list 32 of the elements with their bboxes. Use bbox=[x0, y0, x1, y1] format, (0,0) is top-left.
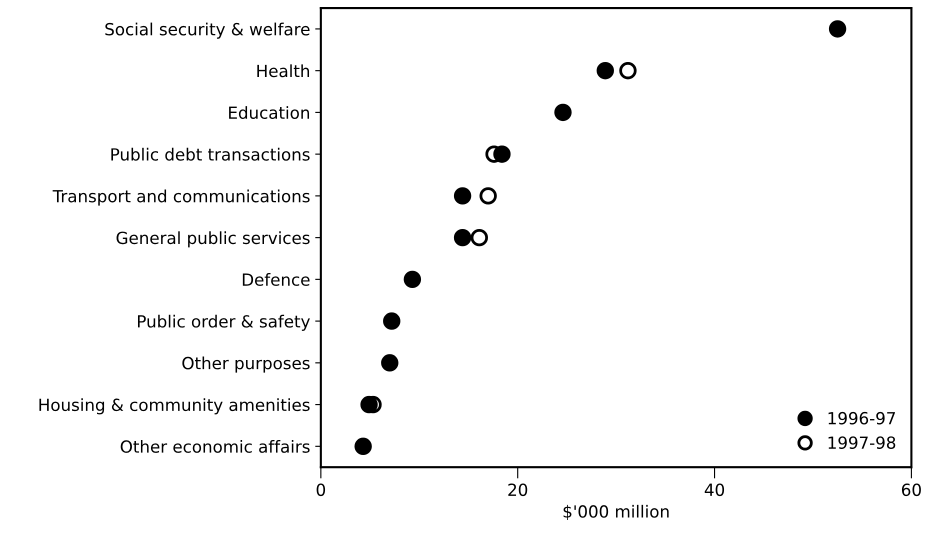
point bbox=[381, 354, 398, 372]
y-tick-label: Defence bbox=[242, 273, 310, 286]
y-tick-label: Health bbox=[257, 64, 310, 78]
point bbox=[454, 228, 472, 246]
x-tick-label: 60 bbox=[902, 483, 921, 496]
y-tick-label: Housing & community amenities bbox=[39, 398, 310, 414]
y-tick-label: Transport and communications bbox=[52, 190, 310, 206]
point bbox=[404, 270, 422, 288]
y-tick-label: Education bbox=[229, 106, 310, 119]
point bbox=[470, 228, 488, 246]
legend-label: 1996-97 bbox=[828, 412, 895, 424]
point bbox=[828, 20, 846, 38]
point bbox=[360, 396, 378, 414]
legend-label: 1997-98 bbox=[828, 436, 896, 449]
y-tick-label: Social security & welfare bbox=[105, 22, 310, 39]
point bbox=[354, 438, 372, 455]
y-tick-label: Other purposes bbox=[182, 356, 310, 373]
point bbox=[596, 62, 614, 80]
point bbox=[454, 187, 472, 205]
y-tick-label: Public debt transactions bbox=[111, 148, 310, 161]
point bbox=[619, 62, 637, 80]
point bbox=[480, 187, 497, 205]
x-tick-label: 0 bbox=[316, 483, 326, 496]
point bbox=[493, 145, 511, 163]
x-axis-title: $'000 million bbox=[564, 504, 669, 520]
point bbox=[383, 312, 400, 330]
x-tick-label: 40 bbox=[704, 483, 724, 496]
y-tick-label: General public services bbox=[116, 231, 310, 248]
x-tick-label: 20 bbox=[508, 483, 528, 496]
point bbox=[554, 104, 572, 122]
y-tick-label: Other economic affairs bbox=[120, 440, 310, 453]
y-tick-label: Public order & safety bbox=[138, 314, 310, 331]
